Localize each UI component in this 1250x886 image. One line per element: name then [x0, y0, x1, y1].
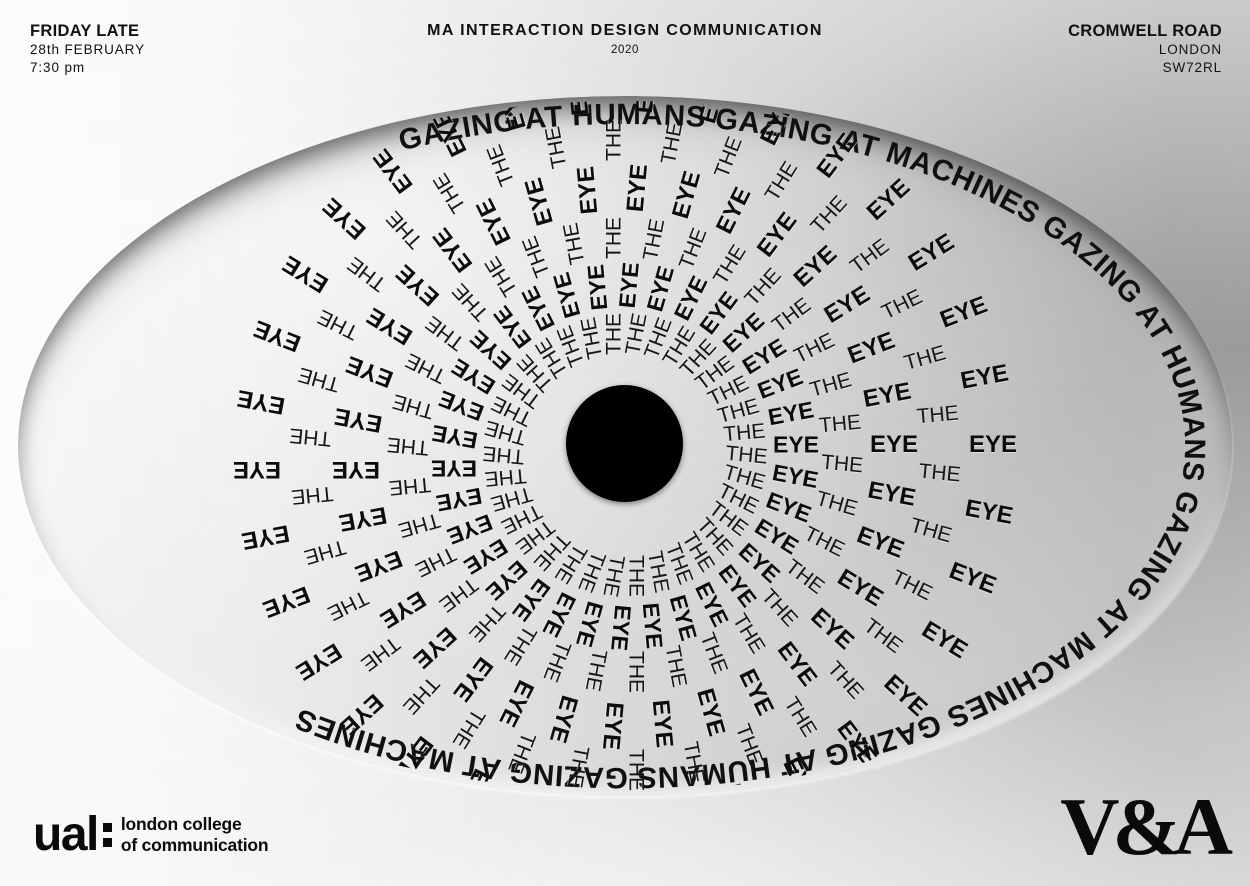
ual-college-line-2: of communication [120, 834, 269, 855]
course-year: 2020 [611, 44, 639, 57]
course-title: MA INTERACTION DESIGN COMMUNICATION [427, 22, 823, 39]
venue-postcode: SW72RL [1162, 60, 1222, 76]
header-middle-block: MA INTERACTION DESIGN COMMUNICATION 2020 [0, 22, 1250, 59]
ual-college-line-1: london college [120, 814, 242, 835]
va-logo: V&A [1060, 781, 1233, 873]
ual-college-name: london college of communication [121, 814, 269, 855]
header-right-block: CROMWELL ROAD LONDON SW72RL [1068, 22, 1222, 77]
pupil-circle [566, 385, 683, 502]
ual-colon-icon [102, 822, 112, 847]
venue-city: LONDON [1158, 41, 1222, 57]
ual-logo: ual london college of communication [33, 808, 269, 862]
ual-wordmark: ual [33, 808, 99, 862]
venue-street: CROMWELL ROAD [1068, 22, 1222, 40]
event-time: 7:30 pm [30, 60, 86, 76]
